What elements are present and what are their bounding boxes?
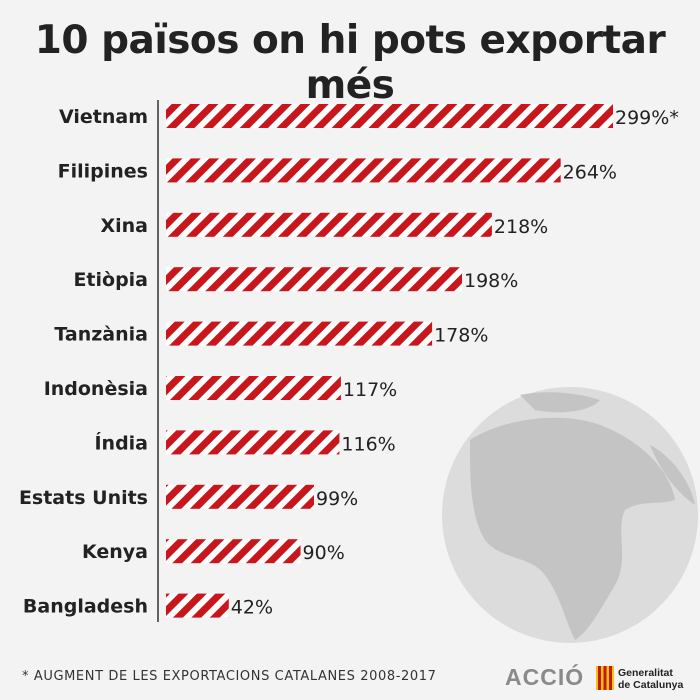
generalitat-line1: Generalitat bbox=[618, 667, 673, 679]
category-label: Bangladesh bbox=[23, 596, 148, 618]
category-label: Estats Units bbox=[19, 487, 148, 509]
value-label: 299%* bbox=[615, 107, 679, 129]
generalitat-emblem-icon bbox=[596, 666, 614, 690]
bar bbox=[166, 104, 613, 128]
globe-illustration bbox=[442, 387, 698, 643]
bar bbox=[166, 212, 492, 237]
bar bbox=[166, 321, 433, 346]
accio-logo: ACCIÓ bbox=[505, 664, 585, 690]
category-label: Xina bbox=[100, 215, 148, 237]
bar bbox=[166, 158, 561, 183]
category-label: Tanzània bbox=[54, 324, 148, 346]
generalitat-logo: Generalitat de Catalunya bbox=[596, 664, 696, 694]
category-label: Filipines bbox=[58, 160, 148, 182]
category-label: Etiòpia bbox=[73, 269, 148, 291]
bar bbox=[166, 484, 315, 509]
chart-title: 10 països on hi pots exportar més bbox=[34, 18, 666, 108]
value-label: 116% bbox=[341, 433, 395, 455]
value-label: 264% bbox=[563, 161, 617, 183]
bar bbox=[166, 593, 229, 618]
bar bbox=[166, 267, 463, 292]
bar bbox=[166, 430, 340, 455]
bar bbox=[166, 539, 301, 564]
bar bbox=[166, 376, 341, 400]
category-label: Kenya bbox=[82, 541, 148, 563]
value-label: 218% bbox=[494, 216, 548, 238]
category-label: Indonèsia bbox=[44, 378, 148, 400]
value-label: 117% bbox=[343, 379, 397, 401]
category-label: Índia bbox=[94, 431, 148, 454]
value-label: 178% bbox=[434, 325, 488, 347]
value-label: 90% bbox=[303, 542, 345, 564]
category-label: Vietnam bbox=[59, 106, 148, 128]
value-label: 198% bbox=[464, 270, 518, 292]
footnote: * AUGMENT DE LES EXPORTACIONS CATALANES … bbox=[22, 669, 437, 684]
value-label: 42% bbox=[231, 597, 273, 619]
generalitat-line2: de Catalunya bbox=[618, 679, 684, 691]
value-label: 99% bbox=[316, 488, 358, 510]
